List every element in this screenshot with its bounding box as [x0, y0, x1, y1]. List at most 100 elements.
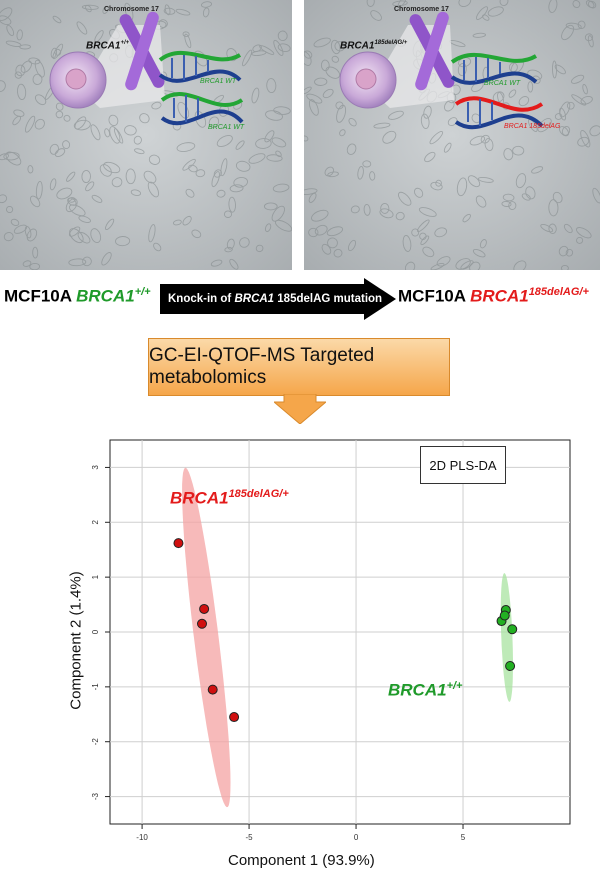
- y-tick-label: -3: [91, 792, 100, 800]
- cell-outline: [182, 31, 190, 37]
- cell-outline: [85, 181, 95, 192]
- allele-1-label: BRCA1 WT: [484, 80, 521, 87]
- cell-outline: [125, 168, 136, 185]
- cell-outline: [255, 244, 264, 253]
- cell-outline: [229, 258, 239, 270]
- cell-outline: [414, 187, 424, 198]
- cell-outline: [78, 215, 91, 223]
- cell-outline: [35, 180, 43, 200]
- cell-outline: [272, 183, 290, 193]
- chromosome-icon: [119, 11, 165, 91]
- cell-outline: [472, 248, 486, 258]
- x-tick-label: 5: [461, 833, 466, 842]
- y-tick-label: -1: [91, 683, 100, 691]
- chart-title-box: 2D PLS-DA: [420, 446, 506, 484]
- microscopy-panel-wildtype: Chromosome 17 BRCA1+/+ BRCA1 WT BRCA1 WT: [0, 0, 292, 270]
- cell-outline: [582, 83, 588, 95]
- cell-outline: [548, 0, 558, 13]
- cell-outline: [28, 57, 41, 65]
- cell-outline: [561, 126, 571, 136]
- allele-2-label: BRCA1 WT: [208, 124, 245, 131]
- data-point: [507, 624, 518, 635]
- y-ticks: -3 -2 -1 0 1 2 3: [91, 465, 110, 800]
- cell-outline: [200, 1, 213, 8]
- cell-outline: [182, 158, 196, 171]
- cell-outline: [397, 191, 412, 206]
- cell-outline: [334, 41, 345, 52]
- cell-outline: [336, 104, 347, 123]
- cell-outline: [271, 137, 287, 148]
- cell-outline: [577, 136, 590, 147]
- cell-outline: [235, 140, 245, 150]
- cell-outline: [226, 48, 238, 62]
- cell-outline: [163, 7, 176, 15]
- cell-outline: [139, 113, 150, 124]
- cell-outline: [558, 245, 569, 257]
- cell-outline: [357, 166, 364, 180]
- cell-outline: [27, 165, 34, 174]
- cell-outline: [462, 213, 471, 223]
- cell-outline: [266, 78, 277, 94]
- cell-outline: [460, 260, 474, 270]
- cell-outline: [422, 246, 435, 258]
- cell-outline: [420, 113, 430, 130]
- cell-outline: [24, 225, 32, 239]
- gridlines: [110, 440, 570, 824]
- cell-outline: [184, 33, 192, 49]
- cell-outline: [6, 205, 14, 214]
- cell-outline: [447, 117, 458, 127]
- cell-outline: [3, 232, 14, 242]
- cell-outline: [503, 148, 514, 161]
- cell-outline: [274, 219, 292, 232]
- cell-outline: [455, 258, 471, 270]
- cell-outline: [210, 259, 223, 267]
- method-box: GC-EI-QTOF-MS Targeted metabolomics: [148, 338, 450, 396]
- cell-outline: [501, 201, 512, 207]
- data-point: [173, 538, 184, 549]
- cell-outline: [566, 101, 575, 110]
- y-tick-label: 1: [91, 574, 100, 579]
- genotype-label: BRCA1+/+: [86, 40, 130, 52]
- cell-outline: [50, 47, 58, 59]
- cell-outline: [552, 60, 557, 79]
- cell-outline: [419, 232, 427, 240]
- cell-outline: [313, 37, 331, 48]
- cell-outline: [366, 0, 375, 7]
- cell-outline: [82, 256, 92, 267]
- cell-outline: [479, 239, 487, 249]
- cell-outline: [585, 0, 595, 9]
- cell-outline: [15, 64, 26, 77]
- cell-outline: [235, 160, 251, 172]
- cell-outline: [327, 171, 339, 178]
- cell-outline: [411, 228, 420, 237]
- cell-outline: [164, 4, 171, 16]
- cell-outline: [369, 171, 376, 181]
- cell-outline: [330, 39, 341, 55]
- cell-outline: [124, 125, 137, 136]
- cell-outline: [513, 260, 527, 270]
- cell-outline: [324, 166, 335, 177]
- cell-outline: [339, 129, 346, 137]
- cell-outline: [423, 105, 432, 119]
- cell-outline: [518, 96, 530, 107]
- cell-outline: [109, 126, 121, 144]
- cell-outline: [430, 181, 443, 191]
- data-points: [173, 538, 518, 723]
- cell-outline: [561, 24, 575, 41]
- cell-outline: [65, 198, 78, 213]
- cell-outline: [68, 226, 81, 237]
- cell-outline: [444, 99, 455, 112]
- cell-outline: [347, 239, 357, 252]
- cell-outline: [458, 0, 472, 8]
- cell-outline: [202, 7, 210, 18]
- cell-outline: [34, 94, 47, 106]
- cell-outline: [487, 6, 504, 17]
- cell-outline: [571, 94, 587, 106]
- cell-outline: [188, 164, 198, 173]
- cell-outline: [435, 179, 442, 187]
- cell-outline: [379, 208, 394, 219]
- cell-outline: [565, 248, 574, 257]
- cell-outline: [492, 91, 505, 103]
- cell-outline: [304, 135, 309, 142]
